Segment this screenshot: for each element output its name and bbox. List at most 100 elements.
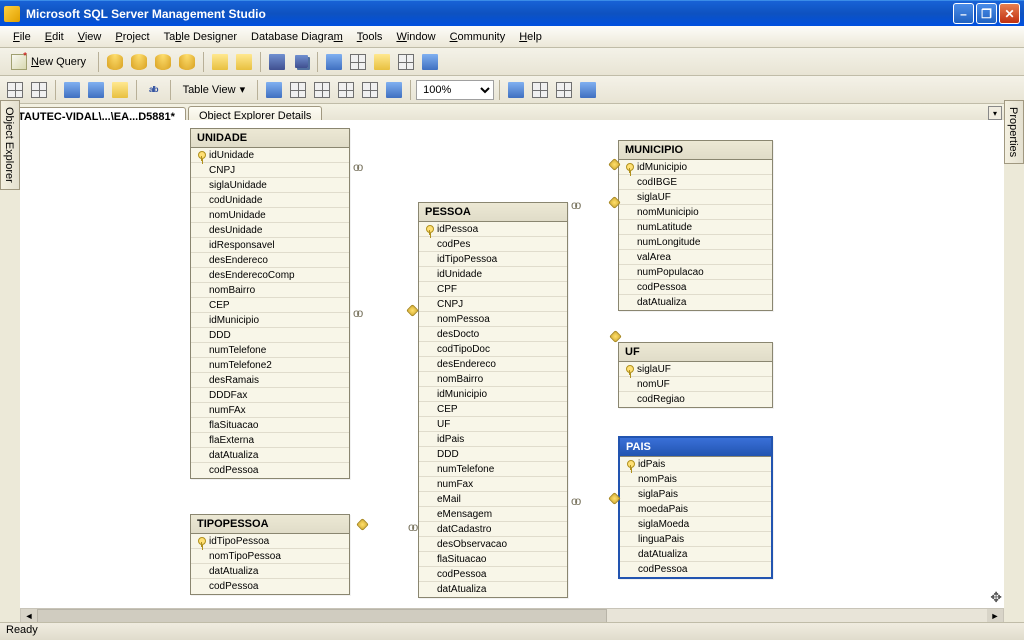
table-column[interactable]: nomBairro <box>419 372 567 387</box>
table-header[interactable]: UNIDADE <box>191 129 349 148</box>
scroll-right-button[interactable]: ► <box>987 609 1003 623</box>
td-c1[interactable] <box>505 79 527 101</box>
td-b5[interactable] <box>359 79 381 101</box>
minimize-button[interactable]: – <box>953 3 974 24</box>
table-column[interactable]: codRegiao <box>619 392 772 407</box>
table-column[interactable]: codPessoa <box>620 562 771 577</box>
tb-btn-1[interactable] <box>104 51 126 73</box>
table-column[interactable]: valArea <box>619 250 772 265</box>
table-column[interactable]: numTelefone <box>191 343 349 358</box>
table-column[interactable]: codUnidade <box>191 193 349 208</box>
table-column[interactable]: moedaPais <box>620 502 771 517</box>
side-tab-object-explorer[interactable]: Object Explorer <box>0 100 20 190</box>
tb-template[interactable] <box>395 51 417 73</box>
table-header[interactable]: PAIS <box>620 438 771 457</box>
table-column[interactable]: CNPJ <box>191 163 349 178</box>
diagram-canvas[interactable]: UNIDADEidUnidadeCNPJsiglaUnidadecodUnida… <box>20 120 1004 608</box>
table-column[interactable]: CPF <box>419 282 567 297</box>
td-gen[interactable] <box>85 79 107 101</box>
menu-database-diagram[interactable]: Database Diagram <box>244 29 350 45</box>
table-column[interactable]: codPessoa <box>619 280 772 295</box>
table-column[interactable]: eMail <box>419 492 567 507</box>
table-column[interactable]: desRamais <box>191 373 349 388</box>
table-column[interactable]: siglaUF <box>619 190 772 205</box>
table-column[interactable]: numLongitude <box>619 235 772 250</box>
table-column[interactable]: desUnidade <box>191 223 349 238</box>
td-b3[interactable] <box>311 79 333 101</box>
tb-btn-4[interactable] <box>176 51 198 73</box>
menu-view[interactable]: View <box>71 29 109 45</box>
menu-file[interactable]: File <box>6 29 38 45</box>
table-column[interactable]: UF <box>419 417 567 432</box>
td-key[interactable] <box>109 79 131 101</box>
table-column[interactable]: nomTipoPessoa <box>191 549 349 564</box>
td-c4[interactable] <box>577 79 599 101</box>
menu-community[interactable]: Community <box>443 29 513 45</box>
menu-help[interactable]: Help <box>512 29 549 45</box>
table-column[interactable]: idPais <box>419 432 567 447</box>
table-header[interactable]: TIPOPESSOA <box>191 515 349 534</box>
tb-registered[interactable] <box>347 51 369 73</box>
table-column[interactable]: flaExterna <box>191 433 349 448</box>
table-column[interactable]: desDocto <box>419 327 567 342</box>
db-table-tipopessoa[interactable]: TIPOPESSOAidTipoPessoanomTipoPessoadatAt… <box>190 514 350 595</box>
table-column[interactable]: datAtualiza <box>619 295 772 310</box>
db-table-unidade[interactable]: UNIDADEidUnidadeCNPJsiglaUnidadecodUnida… <box>190 128 350 479</box>
table-column[interactable]: CEP <box>191 298 349 313</box>
table-column[interactable]: nomPais <box>620 472 771 487</box>
table-column[interactable]: desEnderecoComp <box>191 268 349 283</box>
table-header[interactable]: UF <box>619 343 772 362</box>
table-column[interactable]: siglaMoeda <box>620 517 771 532</box>
tab-dropdown[interactable]: ▾ <box>988 106 1002 120</box>
table-column[interactable]: siglaPais <box>620 487 771 502</box>
table-column[interactable]: datCadastro <box>419 522 567 537</box>
td-b6[interactable] <box>383 79 405 101</box>
td-addtable[interactable] <box>28 79 50 101</box>
menu-edit[interactable]: Edit <box>38 29 71 45</box>
table-column[interactable]: codPessoa <box>191 463 349 478</box>
tb-prop[interactable] <box>419 51 441 73</box>
table-column[interactable]: datAtualiza <box>191 564 349 579</box>
table-column[interactable]: codTipoDoc <box>419 342 567 357</box>
table-column[interactable]: numTelefone <box>419 462 567 477</box>
tb-btn-2[interactable] <box>128 51 150 73</box>
td-c3[interactable] <box>553 79 575 101</box>
table-column[interactable]: idPais <box>620 457 771 472</box>
tb-objexp[interactable] <box>371 51 393 73</box>
table-column[interactable]: idUnidade <box>191 148 349 163</box>
table-column[interactable]: numPopulacao <box>619 265 772 280</box>
table-header[interactable]: MUNICIPIO <box>619 141 772 160</box>
pan-handle-icon[interactable]: ✥ <box>990 589 1002 606</box>
table-column[interactable]: idTipoPessoa <box>191 534 349 549</box>
menu-tools[interactable]: Tools <box>350 29 390 45</box>
table-column[interactable]: nomUnidade <box>191 208 349 223</box>
tb-open[interactable] <box>209 51 231 73</box>
td-b2[interactable] <box>287 79 309 101</box>
db-table-uf[interactable]: UFsiglaUFnomUFcodRegiao <box>618 342 773 408</box>
tb-activity[interactable] <box>323 51 345 73</box>
table-column[interactable]: datAtualiza <box>419 582 567 597</box>
tb-saveall[interactable] <box>290 51 312 73</box>
table-column[interactable]: numFax <box>419 477 567 492</box>
table-column[interactable]: CEP <box>419 402 567 417</box>
table-column[interactable]: DDD <box>419 447 567 462</box>
table-column[interactable]: desObservacao <box>419 537 567 552</box>
table-column[interactable]: idMunicipio <box>619 160 772 175</box>
table-column[interactable]: siglaUF <box>619 362 772 377</box>
table-column[interactable]: nomMunicipio <box>619 205 772 220</box>
close-button[interactable]: ✕ <box>999 3 1020 24</box>
table-column[interactable]: idResponsavel <box>191 238 349 253</box>
table-column[interactable]: numFAx <box>191 403 349 418</box>
scroll-thumb[interactable] <box>37 609 607 623</box>
table-column[interactable]: nomUF <box>619 377 772 392</box>
menu-window[interactable]: Window <box>389 29 442 45</box>
scroll-left-button[interactable]: ◄ <box>21 609 37 623</box>
tb-save[interactable] <box>266 51 288 73</box>
db-table-municipio[interactable]: MUNICIPIOidMunicipiocodIBGEsiglaUFnomMun… <box>618 140 773 311</box>
table-column[interactable]: idPessoa <box>419 222 567 237</box>
table-column[interactable]: idUnidade <box>419 267 567 282</box>
td-alb[interactable]: aIb <box>142 79 165 101</box>
table-column[interactable]: idMunicipio <box>191 313 349 328</box>
table-column[interactable]: desEndereco <box>419 357 567 372</box>
table-column[interactable]: idMunicipio <box>419 387 567 402</box>
